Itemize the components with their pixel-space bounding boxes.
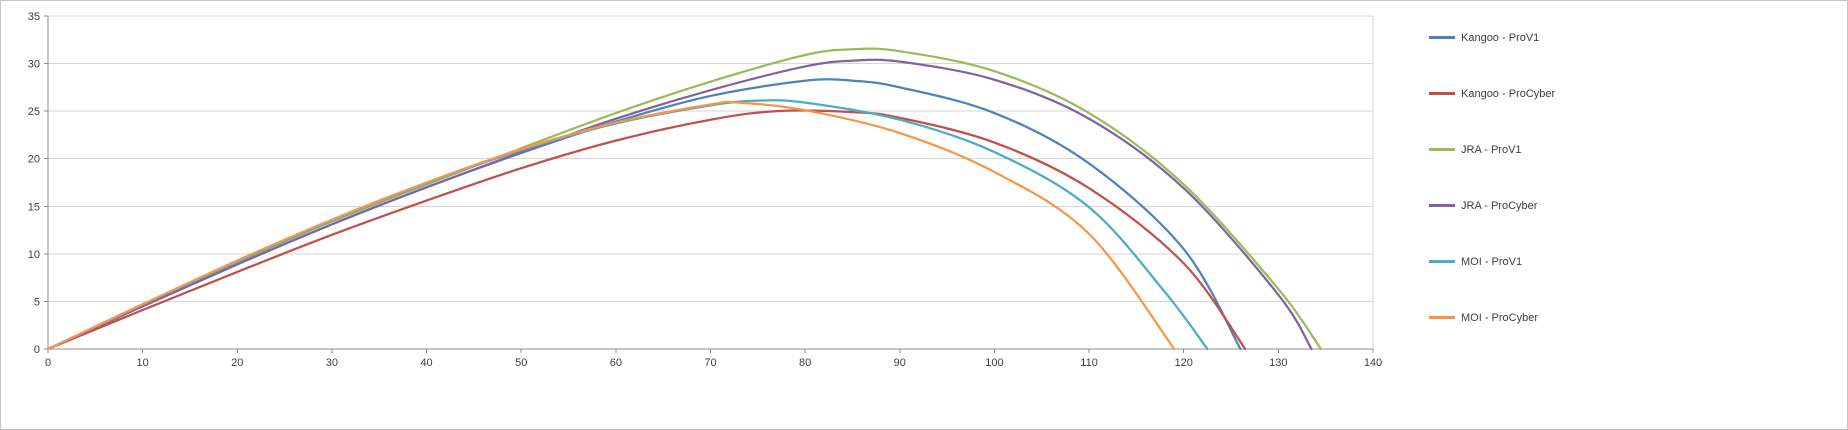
legend-line-swatch bbox=[1429, 92, 1455, 95]
chart-line bbox=[46, 100, 1176, 351]
legend: Kangoo - ProV1 Kangoo - ProCyber JRA - Pro… bbox=[1429, 31, 1555, 324]
x-axis-tick-label: 100 bbox=[985, 357, 1003, 369]
x-axis-tick-label: 80 bbox=[799, 357, 811, 369]
x-axis-tick-label: 40 bbox=[420, 357, 432, 369]
legend-item: JRA - ProCyber bbox=[1429, 199, 1555, 212]
x-axis-tick-label: 10 bbox=[137, 357, 149, 369]
legend-item: MOI - ProCyber bbox=[1429, 311, 1555, 324]
x-axis-tick-label: 140 bbox=[1364, 357, 1382, 369]
x-axis-tick-label: 120 bbox=[1175, 357, 1193, 369]
x-axis-tick-label: 90 bbox=[894, 357, 906, 369]
legend-label: JRA - ProV1 bbox=[1461, 143, 1522, 156]
legend-line-swatch bbox=[1429, 260, 1455, 263]
y-axis-tick-label: 5 bbox=[34, 296, 40, 308]
legend-item: JRA - ProV1 bbox=[1429, 143, 1555, 156]
y-axis-tick-label: 10 bbox=[28, 249, 40, 261]
chart-line bbox=[46, 109, 1247, 351]
x-axis-tick-label: 130 bbox=[1269, 357, 1287, 369]
legend-item: MOI - ProV1 bbox=[1429, 255, 1555, 268]
legend-line-swatch bbox=[1429, 316, 1455, 319]
legend-line-swatch bbox=[1429, 36, 1455, 39]
legend-line-swatch bbox=[1429, 148, 1455, 151]
chart-line bbox=[46, 58, 1313, 351]
y-axis-tick-label: 0 bbox=[34, 344, 40, 356]
y-axis-tick-label: 20 bbox=[28, 154, 40, 166]
legend-label: MOI - ProCyber bbox=[1461, 311, 1539, 324]
legend-item: Kangoo - ProV1 bbox=[1429, 31, 1555, 44]
x-axis-tick-label: 110 bbox=[1080, 357, 1098, 369]
legend-label: MOI - ProV1 bbox=[1461, 255, 1523, 268]
y-axis-tick-label: 25 bbox=[28, 106, 40, 118]
x-axis-tick-label: 30 bbox=[326, 357, 338, 369]
x-axis-tick-label: 20 bbox=[231, 357, 243, 369]
legend-line-swatch bbox=[1429, 204, 1455, 207]
x-axis-tick-label: 70 bbox=[704, 357, 716, 369]
legend-label: Kangoo - ProV1 bbox=[1461, 31, 1540, 44]
chart-line bbox=[46, 47, 1323, 351]
legend-label: Kangoo - ProCyber bbox=[1461, 87, 1556, 100]
chart-line bbox=[46, 78, 1242, 351]
y-axis-tick-label: 30 bbox=[28, 59, 40, 71]
y-axis-tick-label: 35 bbox=[28, 11, 40, 23]
x-axis-tick-label: 0 bbox=[45, 357, 51, 369]
x-axis-tick-label: 60 bbox=[610, 357, 622, 369]
legend-item: Kangoo - ProCyber bbox=[1429, 87, 1555, 100]
x-axis-tick-label: 50 bbox=[515, 357, 527, 369]
y-axis-tick-label: 15 bbox=[28, 201, 40, 213]
legend-label: JRA - ProCyber bbox=[1461, 199, 1538, 212]
